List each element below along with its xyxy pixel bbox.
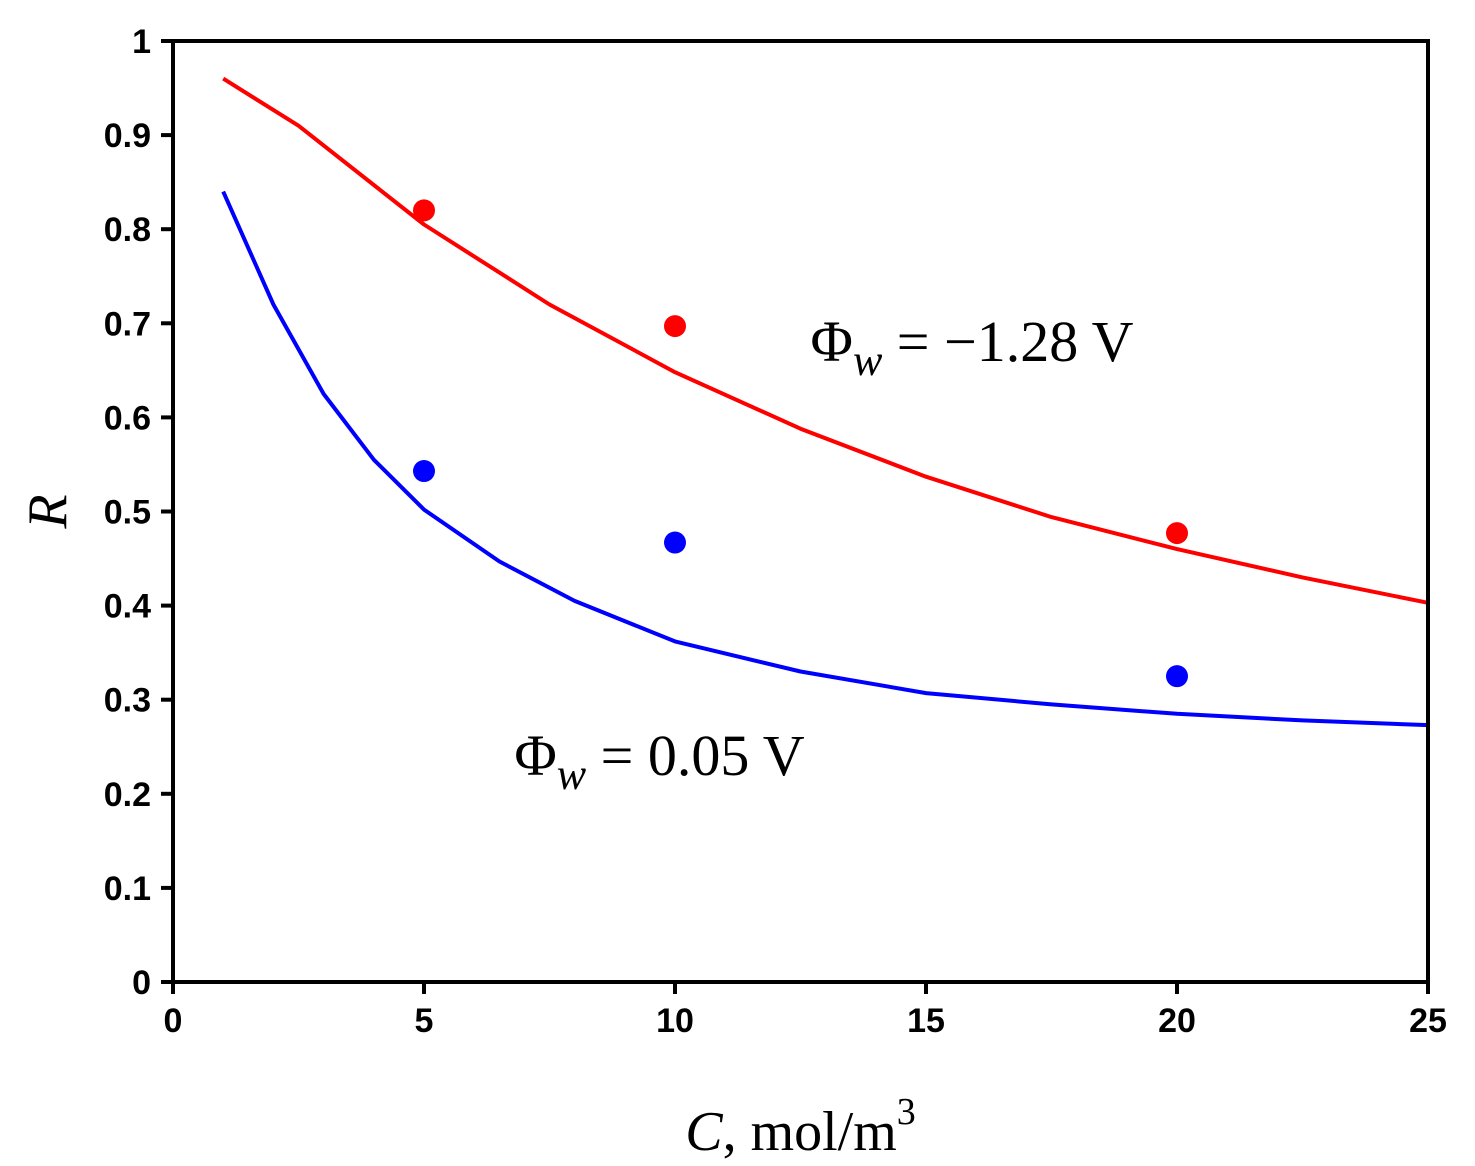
data-point-series-0	[1166, 522, 1188, 545]
x-tick-label: 0	[164, 1002, 183, 1040]
fit-curve-series-0	[222, 76, 1429, 605]
x-tick-label: 15	[907, 1002, 945, 1040]
x-tick-label: 10	[656, 1002, 694, 1040]
data-point-series-0	[413, 199, 435, 222]
series-annotation-1: Φw = 0.05 V	[514, 723, 804, 799]
y-tick-label: 0.3	[104, 682, 151, 720]
x-axis-title-unit: mol/m	[751, 1101, 897, 1163]
y-tick-label: 0.1	[104, 870, 151, 908]
y-tick-label: 0	[132, 964, 151, 1002]
data-point-series-1	[413, 460, 435, 483]
y-tick-label: 0.7	[104, 305, 151, 343]
data-point-series-1	[1166, 665, 1188, 688]
plot-area: Φw = −1.28 VΦw = 0.05 V	[221, 76, 1429, 799]
y-tick-label: 0.8	[104, 211, 151, 249]
y-axis-title: R	[17, 494, 79, 529]
plot-frame	[171, 39, 1430, 984]
annotation-symbol: Φ	[811, 309, 853, 374]
x-tick-label: 20	[1158, 1002, 1196, 1040]
annotation-value: = 0.05 V	[586, 723, 805, 788]
annotation-symbol: Φ	[514, 723, 556, 788]
annotation-subscript: w	[853, 336, 883, 385]
x-axis-title-superscript: 3	[897, 1091, 916, 1133]
y-tick-label: 0.6	[104, 399, 151, 437]
y-tick-label: 0.5	[104, 494, 151, 532]
annotation-subscript: w	[557, 750, 587, 799]
y-tick-label: 1	[132, 23, 151, 61]
series-annotation-0: Φw = −1.28 V	[811, 309, 1134, 385]
data-point-series-1	[664, 531, 686, 554]
data-point-series-0	[664, 315, 686, 338]
y-tick-label: 0.2	[104, 776, 151, 814]
y-tick-label: 0.4	[104, 588, 151, 626]
axes: 00.10.20.30.40.50.60.70.80.910 5 10 15 20 25	[104, 23, 1447, 1040]
x-tick-label: 25	[1409, 1002, 1447, 1040]
y-tick-label: 0.9	[104, 117, 151, 155]
annotation-value: = −1.28 V	[882, 309, 1133, 374]
x-axis-title-variable: C	[685, 1101, 723, 1163]
fit-curve-series-1	[221, 190, 1429, 728]
x-tick-label: 5	[415, 1002, 434, 1040]
x-axis-title: C, mol/m3	[685, 1091, 916, 1163]
